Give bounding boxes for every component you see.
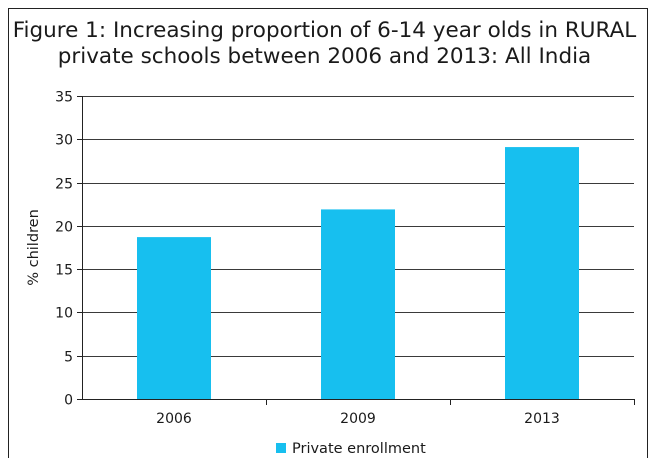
bar-2009 — [321, 209, 395, 399]
chart-title-line-1: Figure 1: Increasing proportion of 6-14 … — [12, 18, 637, 43]
legend-swatch — [276, 443, 286, 453]
chart-title: Figure 1: Increasing proportion of 6-14 … — [0, 18, 649, 70]
y-axis-label: % children — [26, 209, 42, 286]
legend-label: Private enrollment — [292, 441, 426, 457]
legend: Private enrollment — [276, 441, 426, 457]
y-tick-labels: 0 5 10 15 20 25 30 35 — [55, 90, 73, 409]
bar-2006 — [137, 237, 211, 399]
y-tick-label: 20 — [55, 220, 73, 236]
y-tick-label: 15 — [55, 263, 73, 279]
x-tick-labels: 2006 2009 2013 — [156, 411, 560, 427]
y-tick-label: 0 — [64, 393, 73, 409]
y-tick-label: 10 — [55, 306, 73, 322]
x-tick-label: 2006 — [156, 411, 192, 427]
y-tick-label: 35 — [55, 90, 73, 106]
y-tick-label: 30 — [55, 133, 73, 149]
y-tick-label: 25 — [55, 177, 73, 193]
x-tick-label: 2009 — [340, 411, 376, 427]
chart-title-line-2: private schools between 2006 and 2013: A… — [57, 44, 592, 69]
bar-2013 — [505, 147, 579, 399]
axes — [77, 96, 635, 405]
x-tick-label: 2013 — [524, 411, 560, 427]
y-tick-label: 5 — [64, 350, 73, 366]
bars — [137, 147, 579, 399]
